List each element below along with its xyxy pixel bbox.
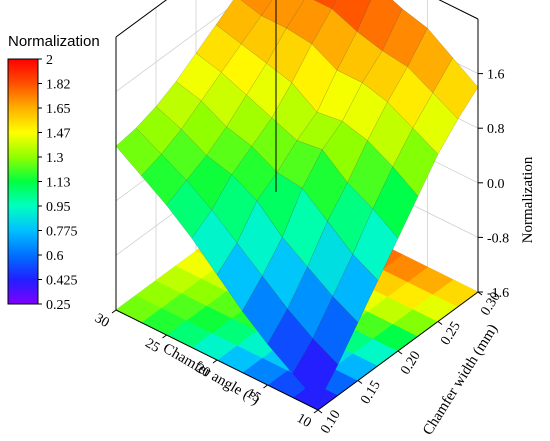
colorbar: Normalization 2 1.82 1.65 1.47 1.3 1.13 0.95 0.…	[7, 33, 100, 313]
colorbar-title: Normalization	[8, 33, 100, 50]
y-tick	[317, 409, 323, 414]
y-tick-label: 0.10	[318, 408, 344, 437]
z-axis-title: Normalization	[520, 156, 536, 243]
y-tick	[397, 350, 403, 355]
z-tick-label: 0.8	[487, 122, 505, 137]
colorbar-tick-label: 0.25	[46, 298, 71, 313]
colorbar-tick-label: 0.95	[46, 200, 71, 215]
z-tick-label: -0.8	[487, 231, 509, 246]
x-tick	[111, 309, 117, 314]
surface-cell	[191, 209, 238, 276]
x-tick	[162, 334, 167, 339]
colorbar-tick-label: 1.47	[46, 127, 71, 142]
x-tick	[212, 359, 218, 364]
surface-cell	[115, 127, 162, 177]
colorbar-tick-label: 1.13	[46, 176, 71, 191]
top-edge	[438, 0, 479, 20]
z-tick-label: -1.6	[487, 286, 509, 301]
colorbar-tick-label: 1.3	[46, 151, 64, 166]
x-tick-label: 25	[142, 336, 162, 356]
x-tick	[313, 409, 319, 414]
surface-cell	[292, 338, 339, 404]
x-tick	[263, 384, 268, 389]
x-tick-label: 10	[294, 411, 314, 431]
colorbar-tick-label: 1.65	[46, 102, 71, 117]
top-edge	[115, 0, 168, 38]
x-tick-label: 30	[92, 311, 112, 331]
colorbar-tick-label: 1.82	[46, 78, 71, 93]
y-tick	[437, 321, 443, 325]
x-tick-label: 15	[243, 386, 263, 406]
colorbar-tick-label: 2	[46, 53, 53, 68]
x-tick-label: 20	[193, 361, 213, 381]
surface-cell	[206, 126, 253, 175]
surface-cell	[141, 153, 187, 206]
y-tick	[357, 380, 363, 384]
colorbar-tick-label: 0.775	[46, 225, 78, 240]
z-tick-label: 1.6	[487, 68, 505, 83]
surface-cell	[166, 179, 213, 239]
colorbar-tick-label: 0.425	[46, 274, 78, 289]
z-tick-label: 0.0	[487, 177, 505, 192]
surface-mesh	[115, 0, 479, 404]
y-tick-label: 0.15	[358, 378, 384, 407]
y-tick-label: 0.20	[398, 349, 424, 378]
y-tick-label: 0.25	[438, 319, 464, 348]
colorbar-tick-label: 0.6	[46, 249, 64, 264]
colorbar-gradient	[7, 58, 39, 305]
surface-cell	[240, 0, 273, 16]
y-axis-title: Chamfer width (mm)	[420, 322, 501, 439]
